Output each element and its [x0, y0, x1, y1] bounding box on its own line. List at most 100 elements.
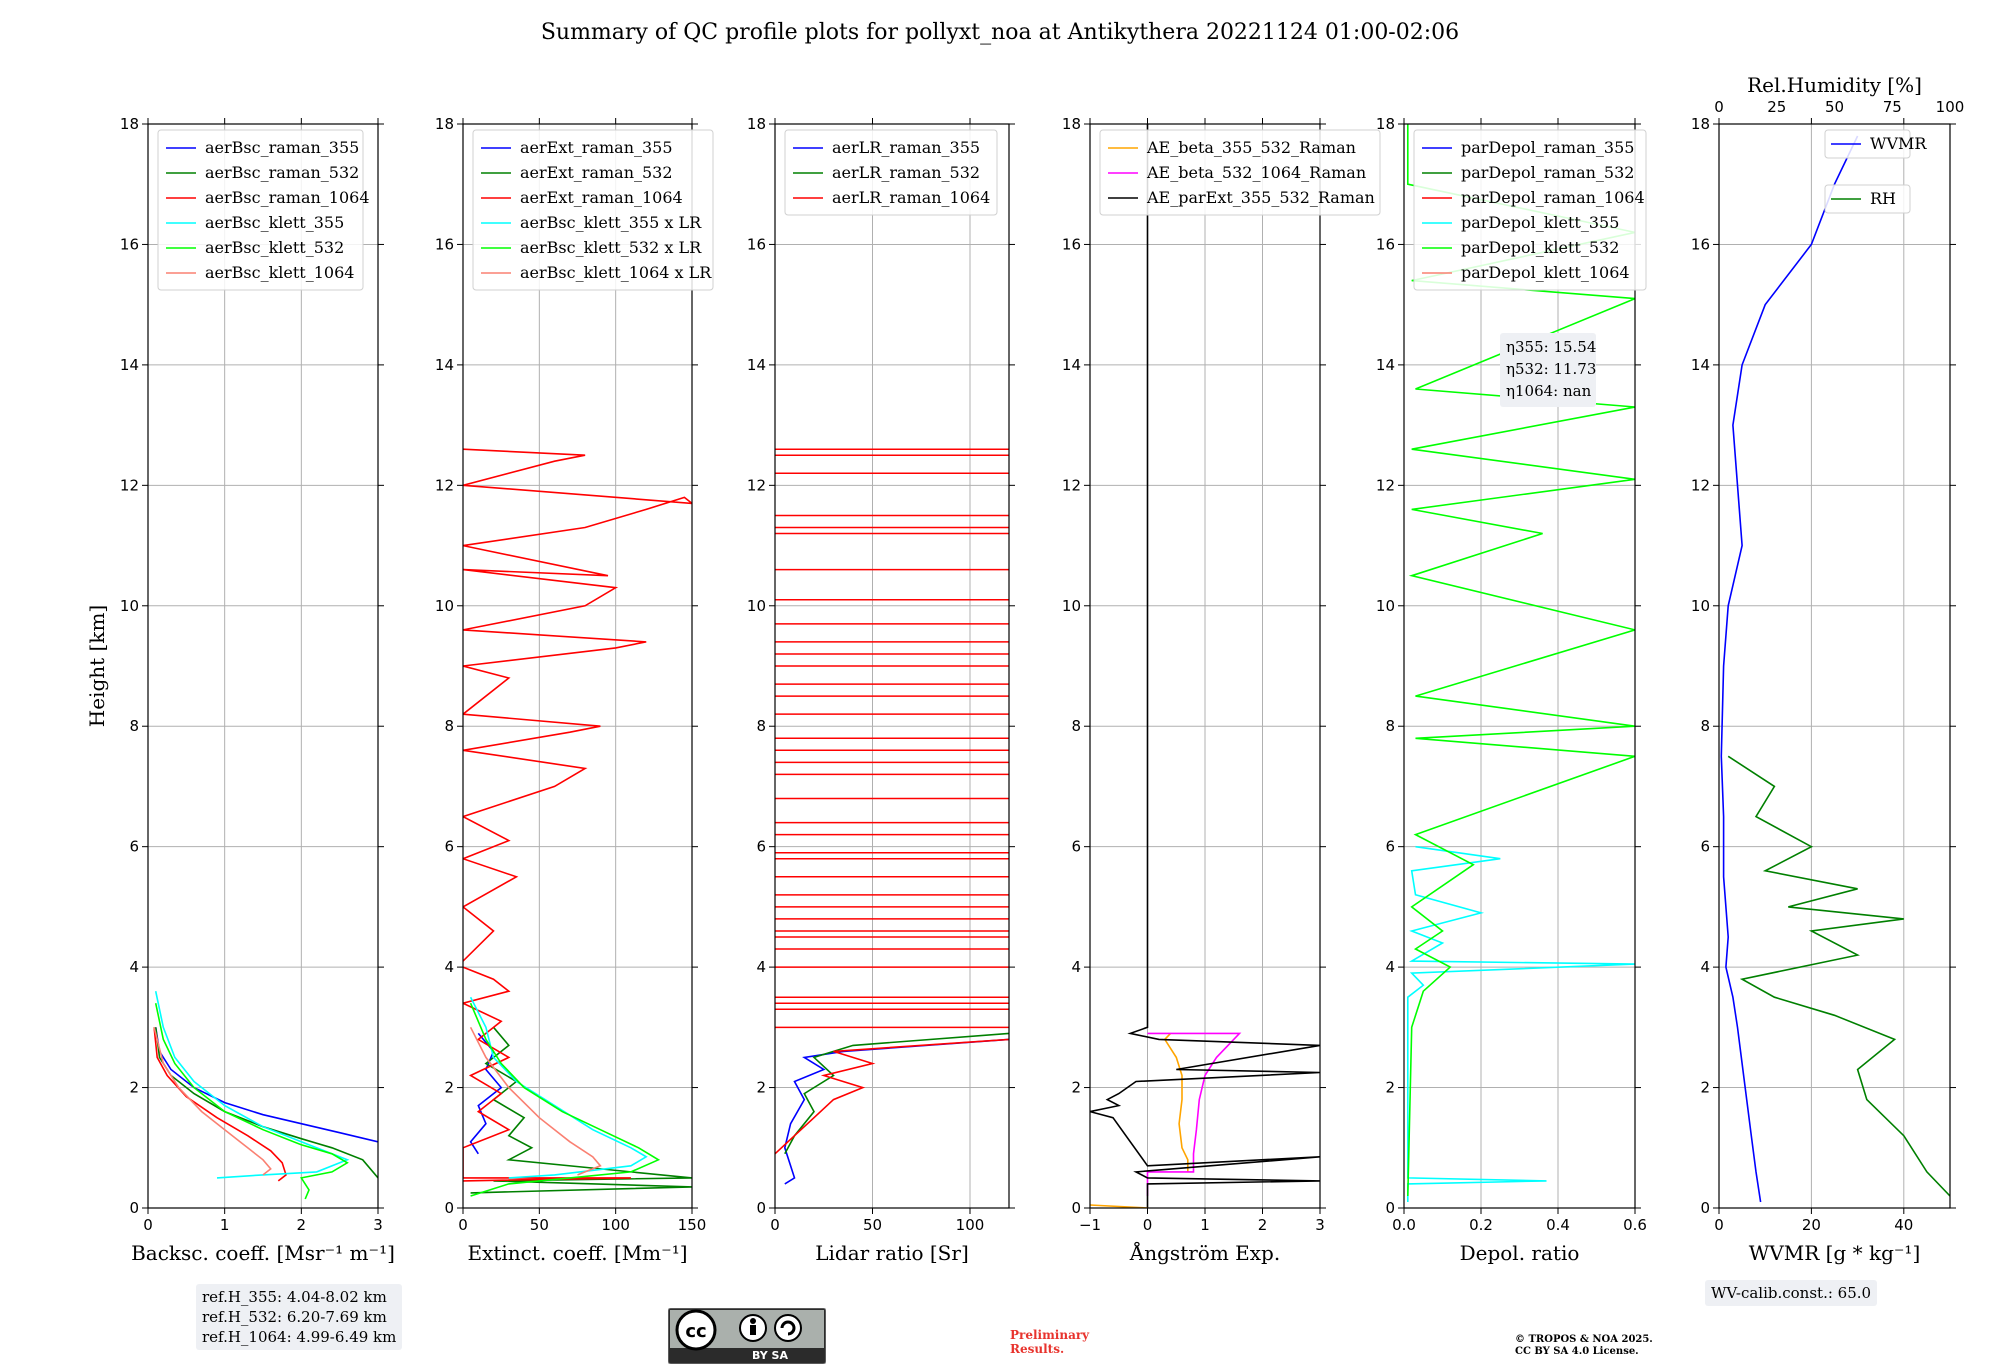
- y-tick-label: 6: [444, 838, 454, 856]
- annotation-line: η355: 15.54: [1506, 338, 1596, 356]
- cc-by-sa-logo: cc BY SA: [668, 1308, 826, 1364]
- copyright-line-2: CC BY SA 4.0 License.: [1515, 1346, 1639, 1357]
- y-tick-label: 2: [756, 1079, 766, 1097]
- series-aerLR_raman_1064: [775, 1038, 1009, 1155]
- series-aerBsc_klett_1064 x LR: [469, 1026, 602, 1176]
- x2-tick-label: 25: [1767, 98, 1786, 116]
- series-aerBsc_raman_1064: [153, 1027, 287, 1182]
- x-tick-label: −1: [1079, 1216, 1101, 1234]
- data-layer: [1720, 135, 1950, 1203]
- copyright-line-1: © TROPOS & NOA 2025.: [1515, 1334, 1653, 1345]
- x-tick-label: 1: [1200, 1216, 1210, 1234]
- y-tick-label: 16: [1062, 235, 1081, 253]
- x-tick-label: 0: [143, 1216, 153, 1234]
- wv-calibration-box: WV-calib.const.: 65.0: [1705, 1280, 1878, 1306]
- legend-label: aerBsc_klett_355 x LR: [520, 213, 702, 232]
- x2-axis-label: Rel.Humidity [%]: [1747, 73, 1922, 97]
- data-layer: [1407, 124, 1635, 1202]
- series-aerBsc_klett_532: [154, 1003, 349, 1200]
- cc-license-label: BY SA: [752, 1349, 789, 1362]
- y-tick-label: 18: [120, 115, 139, 133]
- axes-frame: [147, 123, 379, 1209]
- axes-frame: [462, 123, 693, 1209]
- y-tick-label: 16: [1691, 235, 1710, 253]
- x-tick-label: 0: [1143, 1216, 1153, 1234]
- x-tick-label: 2: [1258, 1216, 1268, 1234]
- legend: aerBsc_raman_355 aerBsc_raman_532 aerBsc_r…: [157, 129, 370, 291]
- legend-label: parDepol_raman_1064: [1461, 188, 1645, 207]
- axes-frame: [1718, 123, 1951, 1209]
- x-axis-label: Ångström Exp.: [1129, 1240, 1280, 1265]
- legend-box: [784, 129, 998, 216]
- legend-label: aerBsc_raman_355: [205, 138, 359, 157]
- x-tick-label: 0.6: [1623, 1216, 1647, 1234]
- y-tick-label: 14: [1062, 356, 1081, 374]
- y-tick-label: 8: [1385, 717, 1395, 735]
- legend-label: aerExt_raman_1064: [520, 188, 683, 207]
- x-tick-label: 3: [1315, 1216, 1325, 1234]
- legend-label: parDepol_klett_1064: [1461, 263, 1630, 282]
- data-layer: [463, 448, 692, 1197]
- y-tick-label: 8: [1700, 717, 1710, 735]
- y-tick-label: 6: [1071, 838, 1081, 856]
- y-tick-label: 4: [444, 958, 454, 976]
- x-axis-label: Extinct. coeff. [Mm⁻¹]: [467, 1241, 687, 1265]
- x-axis-label: WVMR [g * kg⁻¹]: [1749, 1241, 1921, 1265]
- figure-title: Summary of QC profile plots for pollyxt_…: [540, 20, 1460, 45]
- series-parDepol_klett_532: [1407, 124, 1635, 1197]
- series-AE_beta_532_1064_Raman: [1146, 1032, 1242, 1196]
- y-tick-label: 12: [1376, 476, 1395, 494]
- y-tick-label: 18: [1062, 115, 1081, 133]
- legend-label: aerBsc_raman_1064: [205, 188, 370, 207]
- ref-height-532: ref.H_532: 6.20-7.69 km: [202, 1308, 387, 1326]
- y-tick-label: 2: [1700, 1079, 1710, 1097]
- legend-label: parDepol_raman_355: [1461, 138, 1634, 157]
- y-tick-label: 4: [1700, 958, 1710, 976]
- series-aerExt_raman_1064: [463, 966, 631, 1182]
- y-tick-label: 12: [747, 476, 766, 494]
- x-tick-label: 100: [956, 1216, 985, 1234]
- y-tick-label: 6: [756, 838, 766, 856]
- y-tick-label: 2: [129, 1079, 139, 1097]
- legend-label: AE_parExt_355_532_Raman: [1146, 188, 1375, 207]
- legend-box: [1824, 129, 1911, 159]
- svg-text:cc: cc: [685, 1321, 706, 1342]
- y-tick-label: 16: [747, 235, 766, 253]
- y-tick-label: 0: [129, 1199, 139, 1217]
- series-aerExt_raman_355: [469, 1032, 503, 1155]
- y-tick-label: 18: [435, 115, 454, 133]
- y-axis-label: Height [km]: [85, 605, 109, 727]
- y-tick-label: 10: [1691, 597, 1710, 615]
- legend-label: aerBsc_klett_1064 x LR: [520, 263, 712, 282]
- x2-tick-label: 0: [1714, 98, 1724, 116]
- x-tick-label: 50: [530, 1216, 549, 1234]
- y-tick-label: 16: [120, 235, 139, 253]
- legend-label: aerExt_raman_355: [520, 138, 673, 157]
- y-tick-label: 18: [1691, 115, 1710, 133]
- y-tick-label: 4: [756, 958, 766, 976]
- panel-5: 0.0 0.2 0.4 0.6 0 2 4 6 8 10 12 14 16 18 Depol. ratio p…: [1376, 115, 1647, 1265]
- y-tick-label: 10: [747, 597, 766, 615]
- legend-box: [1413, 129, 1647, 291]
- legend-label: parDepol_klett_355: [1461, 213, 1619, 232]
- y-tick-label: 14: [1376, 356, 1395, 374]
- x-tick-label: 50: [863, 1216, 882, 1234]
- series-AE_beta_355_532_Raman: [1163, 1032, 1189, 1172]
- y-tick-label: 0: [756, 1199, 766, 1217]
- y-tick-label: 0: [1071, 1199, 1081, 1217]
- y-tick-label: 14: [1691, 356, 1710, 374]
- x-axis-label: Depol. ratio: [1460, 1241, 1580, 1265]
- y-tick-label: 4: [1071, 958, 1081, 976]
- cc-icon: [675, 1309, 717, 1351]
- panel-2: 0 50 100 150 0 2 4 6 8 10 12 14 16 18 Extinct. coeff. …: [435, 115, 714, 1265]
- y-tick-label: 16: [435, 235, 454, 253]
- y-tick-label: 0: [1385, 1199, 1395, 1217]
- x2-tick-label: 50: [1825, 98, 1844, 116]
- series-aerBsc_klett_532 x LR: [469, 1002, 661, 1197]
- series-aerBsc_raman_355: [154, 1027, 378, 1143]
- y-tick-label: 0: [1700, 1199, 1710, 1217]
- legend-label: parDepol_raman_532: [1461, 163, 1634, 182]
- legend-label: aerBsc_raman_532: [205, 163, 359, 182]
- axes-frame: [774, 123, 1010, 1209]
